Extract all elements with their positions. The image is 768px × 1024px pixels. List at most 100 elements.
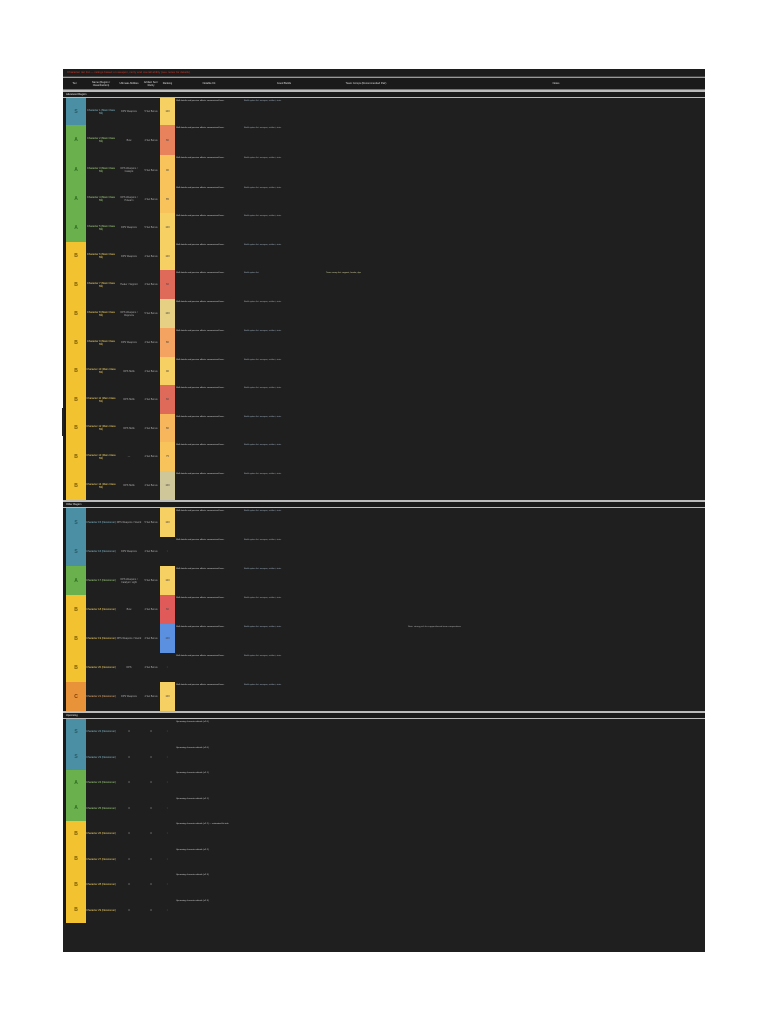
score-cell[interactable]: 100	[160, 242, 175, 270]
teams-cell[interactable]	[325, 821, 407, 847]
weapon-cell[interactable]: 0	[128, 806, 130, 810]
notes-cell[interactable]: Skill details and passive effects summar…	[176, 387, 225, 389]
other-cell[interactable]	[407, 185, 705, 213]
builds-cell[interactable]: Build option list: weapon, artifact, sta…	[244, 510, 282, 512]
other-cell[interactable]	[407, 98, 705, 125]
character-name[interactable]: Character 26 (Newcomer)	[86, 832, 116, 836]
teams-cell[interactable]	[325, 328, 407, 357]
rarity-cell[interactable]: 5 Set Bonus	[144, 168, 158, 172]
tier-badge[interactable]: B	[63, 385, 86, 414]
other-cell[interactable]	[407, 270, 705, 299]
tier-badge[interactable]: B	[63, 414, 86, 442]
rarity-cell[interactable]: 4 Set Bonus	[144, 283, 158, 286]
table-row[interactable]: B Character 10 (Main Class SS) DPS Skills 4…	[63, 357, 705, 385]
rarity-cell[interactable]: 4 Set Bonus	[144, 666, 158, 669]
weapon-cell[interactable]: Bow	[126, 138, 132, 142]
other-cell[interactable]	[407, 357, 705, 385]
character-name[interactable]: Character 17 (Newcomer)	[86, 579, 116, 582]
builds-cell[interactable]	[243, 898, 325, 924]
rarity-cell[interactable]: 4 Set Bonus	[144, 550, 158, 553]
builds-cell[interactable]: Build option list: weapon, artifact, sta…	[244, 684, 282, 686]
tier-badge[interactable]: S	[63, 508, 86, 537]
builds-cell[interactable]	[243, 821, 325, 847]
rarity-cell[interactable]: 0	[150, 908, 152, 912]
score-cell[interactable]: 0	[160, 897, 175, 923]
rarity-cell[interactable]: 0	[150, 755, 152, 759]
character-name[interactable]: Character 18 (Newcomer)	[86, 608, 116, 611]
notes-cell[interactable]: Skill details and passive effects summar…	[176, 626, 225, 628]
teams-cell[interactable]	[325, 624, 407, 653]
tier-badge[interactable]: A	[63, 213, 86, 242]
rarity-cell[interactable]: 0	[150, 883, 152, 887]
rarity-cell[interactable]: 4 Set Bonus	[144, 455, 158, 458]
rarity-cell[interactable]: 5 Set Bonus	[144, 521, 158, 524]
notes-cell[interactable]: Skill details and passive effects summar…	[176, 272, 225, 274]
weapon-cell[interactable]: DPS Skills	[123, 369, 135, 373]
character-name[interactable]: Character 9 (Main Class SS)	[87, 339, 115, 346]
notes-cell[interactable]: Upcoming character details (v2.0)	[176, 746, 209, 749]
other-cell[interactable]	[407, 847, 705, 873]
notes-cell[interactable]: Upcoming character details (v2.1)	[176, 772, 209, 774]
rarity-cell[interactable]: 4 Set Bonus	[144, 254, 158, 258]
tier-badge[interactable]: C	[63, 682, 86, 711]
builds-cell[interactable]: Build option list: weapon, artifact, sta…	[244, 100, 282, 102]
tier-badge[interactable]: B	[63, 897, 86, 923]
teams-cell[interactable]	[325, 796, 407, 822]
score-cell[interactable]: 0	[160, 719, 175, 745]
other-cell[interactable]	[407, 719, 705, 745]
character-name[interactable]: Character 21 (Newcomer)	[86, 695, 116, 698]
teams-cell[interactable]	[325, 299, 407, 328]
other-cell[interactable]	[407, 872, 705, 898]
tier-badge[interactable]: B	[63, 872, 86, 898]
builds-cell[interactable]: Build option list	[244, 272, 259, 274]
builds-cell[interactable]: Build option list: weapon, artifact, sta…	[244, 597, 282, 599]
teams-cell[interactable]	[325, 653, 407, 682]
table-row[interactable]: A Character 2 (Main Class SS) Bow 4 Set Bon…	[63, 125, 705, 155]
table-row[interactable]: B Character 9 (Main Class SS) DPS Weapons 4…	[63, 328, 705, 357]
score-cell[interactable]: 90	[160, 357, 175, 385]
table-row[interactable]: A Character 25 (Newcomer) 0 0 0 Upcoming char…	[63, 795, 705, 822]
weapon-cell[interactable]: 0	[128, 883, 130, 887]
other-cell[interactable]	[407, 770, 705, 796]
character-name[interactable]: Character 29 (Newcomer)	[86, 908, 116, 912]
notes-cell[interactable]: Upcoming character details (v2.3)	[176, 874, 209, 876]
table-row[interactable]: S Character 1 (Main Class SS) DPS Weapons 5…	[63, 98, 705, 125]
teams-cell[interactable]	[325, 770, 407, 796]
rarity-cell[interactable]: 4 Set Bonus	[144, 695, 158, 698]
teams-cell[interactable]	[325, 471, 407, 500]
notes-cell[interactable]: Skill details and passive effects summar…	[176, 359, 225, 361]
teams-cell[interactable]	[325, 357, 407, 385]
rarity-cell[interactable]: 4 Set Bonus	[144, 369, 158, 373]
tier-badge[interactable]: B	[63, 242, 86, 270]
teams-cell[interactable]	[325, 537, 407, 566]
weapon-cell[interactable]: DPS	[126, 666, 132, 669]
other-cell[interactable]	[407, 796, 705, 822]
weapon-cell[interactable]: DPS Weapons / Catalyst	[120, 167, 138, 173]
teams-cell[interactable]	[325, 213, 407, 242]
table-row[interactable]: S Character 22 (Newcomer) 0 0 0 Upcoming char…	[63, 719, 705, 745]
tier-badge[interactable]: B	[63, 653, 86, 682]
other-cell[interactable]	[407, 821, 705, 847]
weapon-cell[interactable]: DPS Skills	[123, 398, 135, 401]
score-cell[interactable]: 100	[160, 682, 175, 711]
weapon-cell[interactable]: DPS Weapons / Sword	[116, 637, 142, 640]
other-cell[interactable]	[407, 745, 705, 771]
builds-cell[interactable]	[243, 719, 325, 745]
character-name[interactable]: Character 14 (Main Class SS)	[86, 482, 116, 489]
rarity-cell[interactable]: 5 Set Bonus	[144, 579, 158, 582]
notes-cell[interactable]: Upcoming character details (v2.2)	[176, 848, 209, 851]
notes-cell[interactable]: Upcoming character details (v2.2) — esti…	[176, 823, 229, 825]
builds-cell[interactable]: Build option list: weapon, artifact, sta…	[244, 416, 282, 418]
character-name[interactable]: Character 4 (Main Class SS)	[87, 196, 115, 202]
score-cell[interactable]: 0	[160, 795, 175, 821]
tier-badge[interactable]: B	[63, 442, 86, 471]
other-cell[interactable]	[407, 682, 705, 711]
tier-badge[interactable]: B	[63, 299, 86, 328]
weapon-cell[interactable]: 0	[128, 781, 130, 785]
tier-badge[interactable]: B	[63, 357, 86, 385]
teams-cell[interactable]	[325, 898, 407, 924]
notes-cell[interactable]: Skill details and passive effects summar…	[176, 157, 225, 159]
teams-cell[interactable]	[325, 508, 407, 537]
table-row[interactable]: B Character 7 (Main Class SS) Healer / Sup…	[63, 270, 705, 299]
tier-badge[interactable]: A	[63, 770, 86, 796]
